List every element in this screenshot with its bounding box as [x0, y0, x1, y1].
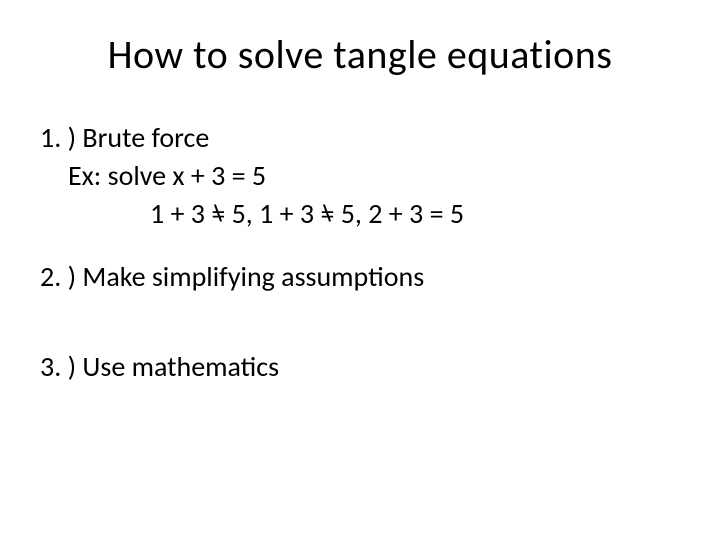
slide-title: How to solve tangle equations: [40, 30, 680, 79]
slide-body: 1. ) Brute force Ex: solve x + 3 = 5 1 +…: [40, 119, 680, 386]
spacer: [40, 296, 680, 322]
example-label: Ex: solve x + 3 = 5: [40, 157, 680, 195]
point-3: 3. ) Use mathematics: [40, 348, 680, 386]
point-1-heading: 1. ) Brute force: [40, 119, 680, 157]
not-equal-icon: =: [211, 195, 225, 233]
trials-line: 1 + 3 = 5, 1 + 3 = 5, 2 + 3 = 5: [40, 195, 680, 233]
trial-2-rhs: 5,: [334, 196, 362, 231]
point-2: 2. ) Make simplifying assumptions: [40, 258, 680, 296]
spacer: [40, 322, 680, 348]
slide: How to solve tangle equations 1. ) Brute…: [0, 0, 720, 540]
trial-3: 2 + 3 = 5: [362, 196, 464, 231]
trial-1-lhs: 1 + 3: [150, 196, 211, 231]
trial-1-rhs: 5,: [225, 196, 253, 231]
trial-2-lhs: 1 + 3: [253, 196, 321, 231]
spacer: [40, 232, 680, 258]
not-equal-icon: =: [320, 195, 334, 233]
